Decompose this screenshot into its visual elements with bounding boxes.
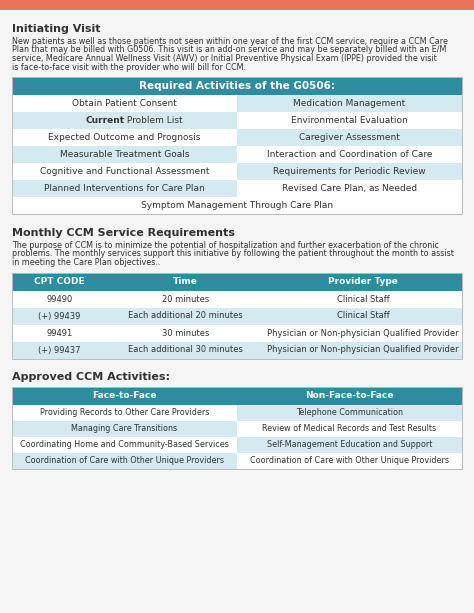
Text: Each additional 30 minutes: Each additional 30 minutes	[128, 346, 243, 354]
Text: Telephone Communication: Telephone Communication	[296, 408, 403, 417]
Bar	[12, 308, 462, 324]
Text: Revised Care Plan, as Needed: Revised Care Plan, as Needed	[282, 184, 417, 193]
Bar	[12, 146, 237, 163]
Bar	[12, 436, 237, 452]
Text: Coordinating Home and Community-Based Services: Coordinating Home and Community-Based Se…	[20, 440, 229, 449]
Text: Caregiver Assessment: Caregiver Assessment	[299, 133, 400, 142]
Text: Requirements for Periodic Review: Requirements for Periodic Review	[273, 167, 426, 176]
Bar	[12, 421, 237, 436]
Text: in meeting the Care Plan objectives..: in meeting the Care Plan objectives..	[12, 258, 160, 267]
Text: Face-to-Face: Face-to-Face	[92, 391, 157, 400]
Text: Review of Medical Records and Test Results: Review of Medical Records and Test Resul…	[263, 424, 437, 433]
Text: Time: Time	[173, 277, 198, 286]
Bar	[12, 273, 462, 359]
Text: Approved CCM Activities:: Approved CCM Activities:	[12, 373, 170, 383]
Bar	[237, 112, 462, 129]
Text: Each additional 20 minutes: Each additional 20 minutes	[128, 311, 243, 321]
Text: Self-Management Education and Support: Self-Management Education and Support	[267, 440, 432, 449]
Bar	[12, 387, 462, 468]
Text: Planned Interventions for Care Plan: Planned Interventions for Care Plan	[44, 184, 205, 193]
Bar	[12, 452, 237, 468]
Text: service, Medicare Annual Wellness Visit (AWV) or Initial Preventive Physical Exa: service, Medicare Annual Wellness Visit …	[12, 54, 437, 63]
Text: Non-Face-to-Face: Non-Face-to-Face	[305, 391, 394, 400]
Text: Clinical Staff: Clinical Staff	[337, 311, 389, 321]
Bar	[237, 180, 462, 197]
Bar	[237, 421, 462, 436]
Text: Plan that may be billed with G0506. This visit is an add-on service and may be s: Plan that may be billed with G0506. This…	[12, 45, 447, 55]
Bar	[12, 112, 237, 129]
Text: Measurable Treatment Goals: Measurable Treatment Goals	[60, 150, 189, 159]
Text: Providing Records to Other Care Providers: Providing Records to Other Care Provider…	[40, 408, 209, 417]
Text: Monthly CCM Service Requirements: Monthly CCM Service Requirements	[12, 228, 235, 238]
Bar	[12, 180, 237, 197]
Text: 99490: 99490	[46, 294, 73, 303]
Text: Physician or Non-physician Qualified Provider: Physician or Non-physician Qualified Pro…	[267, 329, 459, 338]
Text: CPT CODE: CPT CODE	[34, 277, 84, 286]
Bar	[12, 291, 462, 308]
Bar	[12, 77, 462, 95]
Bar	[0, 0, 474, 10]
Text: Cognitive and Functional Assessment: Cognitive and Functional Assessment	[40, 167, 209, 176]
Bar	[12, 405, 237, 421]
Text: Clinical Staff: Clinical Staff	[337, 294, 389, 303]
Bar	[12, 387, 462, 405]
Text: Symptom Management Through Care Plan: Symptom Management Through Care Plan	[141, 201, 333, 210]
Bar	[12, 129, 237, 146]
Bar	[12, 77, 462, 214]
Bar	[12, 95, 237, 112]
Bar	[12, 273, 462, 291]
Text: 30 minutes: 30 minutes	[162, 329, 209, 338]
Text: (+) 99437: (+) 99437	[38, 346, 81, 354]
Text: Environmental Evaluation: Environmental Evaluation	[291, 116, 408, 125]
Text: Problem List: Problem List	[125, 116, 183, 125]
Text: problems. The monthly services support this initiative by following the patient : problems. The monthly services support t…	[12, 249, 454, 259]
Bar	[237, 146, 462, 163]
Text: The purpose of CCM is to minimize the potential of hospitalization and further e: The purpose of CCM is to minimize the po…	[12, 241, 439, 250]
Text: Current: Current	[85, 116, 125, 125]
Bar	[237, 95, 462, 112]
Text: Coordination of Care with Other Unique Providers: Coordination of Care with Other Unique P…	[25, 456, 224, 465]
Bar	[237, 452, 462, 468]
Text: Interaction and Coordination of Care: Interaction and Coordination of Care	[267, 150, 432, 159]
Bar	[237, 436, 462, 452]
Text: (+) 99439: (+) 99439	[38, 311, 81, 321]
Bar	[237, 405, 462, 421]
Text: Medication Management: Medication Management	[293, 99, 406, 108]
Text: Coordination of Care with Other Unique Providers: Coordination of Care with Other Unique P…	[250, 456, 449, 465]
Bar	[12, 324, 462, 341]
Text: 20 minutes: 20 minutes	[162, 294, 209, 303]
Text: Required Activities of the G0506:: Required Activities of the G0506:	[139, 81, 335, 91]
Text: Managing Care Transitions: Managing Care Transitions	[72, 424, 178, 433]
Bar	[12, 163, 237, 180]
Bar	[12, 197, 462, 214]
Text: New patients as well as those patients not seen within one year of the first CCM: New patients as well as those patients n…	[12, 37, 448, 46]
Text: Obtain Patient Consent: Obtain Patient Consent	[72, 99, 177, 108]
Bar	[237, 129, 462, 146]
Text: 99491: 99491	[46, 329, 73, 338]
Bar	[12, 341, 462, 359]
Text: Initiating Visit: Initiating Visit	[12, 24, 100, 34]
Text: is face-to-face visit with the provider who will bill for CCM.: is face-to-face visit with the provider …	[12, 63, 246, 72]
Text: Expected Outcome and Prognosis: Expected Outcome and Prognosis	[48, 133, 201, 142]
Bar	[237, 163, 462, 180]
Text: Physician or Non-physician Qualified Provider: Physician or Non-physician Qualified Pro…	[267, 346, 459, 354]
Text: Provider Type: Provider Type	[328, 277, 398, 286]
